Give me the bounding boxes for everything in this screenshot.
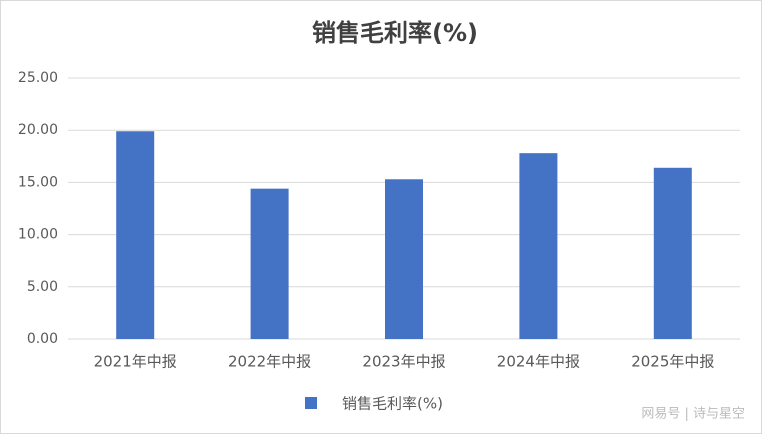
y-tick-label: 5.00 (27, 279, 58, 295)
x-tick-label: 2024年中报 (497, 353, 580, 371)
bar (519, 153, 558, 339)
bar (250, 188, 289, 339)
x-tick-label: 2025年中报 (631, 353, 714, 371)
x-tick-label: 2021年中报 (94, 353, 177, 371)
bar (385, 179, 423, 339)
y-tick-label: 20.00 (18, 122, 58, 138)
y-tick-label: 0.00 (27, 331, 58, 347)
watermark: 网易号 | 诗与星空 (641, 407, 745, 422)
x-tick-label: 2023年中报 (362, 353, 445, 371)
legend-swatch (305, 397, 317, 409)
y-tick-label: 10.00 (18, 227, 58, 243)
y-tick-label: 25.00 (18, 70, 58, 86)
y-tick-label: 15.00 (18, 174, 58, 190)
legend-label: 销售毛利率(%) (342, 395, 443, 413)
bar (116, 131, 155, 339)
bar (653, 167, 692, 339)
x-tick-label: 2022年中报 (228, 353, 311, 371)
chart-title: 销售毛利率(%) (312, 19, 478, 47)
